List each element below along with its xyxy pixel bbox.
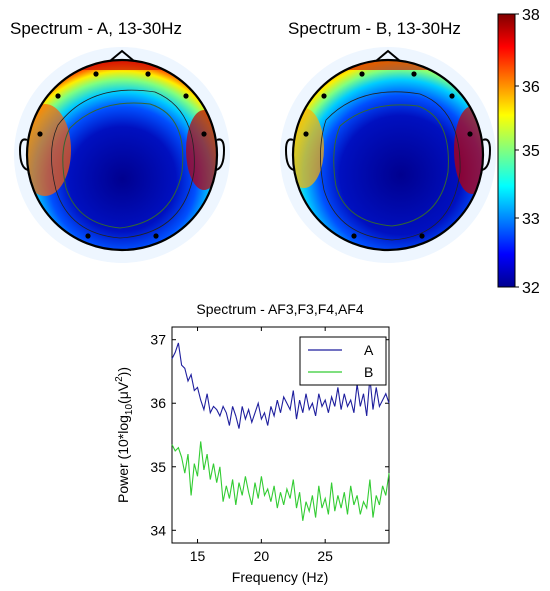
line-chart: Spectrum - AF3,F3,F4,AF4 34 35 36 37 15 20 25… [114,301,390,585]
topomap-b-head-outline [291,58,485,252]
x-tick-label: 20 [254,548,270,564]
electrode-marker [351,233,357,239]
topomap-b-left-ear [284,138,295,171]
line-chart-title: Spectrum - AF3,F3,F4,AF4 [196,301,363,317]
legend-label-a: A [364,342,374,358]
electrode-marker [37,131,43,137]
x-tick-label: 15 [190,548,206,564]
topomap-a-contour-outer [51,89,195,239]
colorbar: 38 36 35 33 32 [497,7,540,297]
electrode-marker [153,233,159,239]
topomap-a-right-ear [215,138,226,171]
y-axis: 34 35 36 37 [150,332,389,538]
colorbar-tick-label: 36 [522,79,540,96]
series-lines [171,342,390,521]
topomap-b-contour-inner [333,104,449,227]
electrode-marker [303,131,309,137]
colorbar-tick-label: 38 [522,7,540,24]
legend-label-b: B [364,364,373,380]
colorbar-tick-label: 35 [522,143,540,160]
x-tick-label: 25 [317,548,333,564]
electrode-marker [201,131,207,137]
topomap-b-right-ear [481,138,492,171]
x-axis-label: Frequency (Hz) [232,569,328,585]
electrode-marker [467,131,473,137]
topomap-a-title: Spectrum - A, 13-30Hz [10,19,182,38]
y-tick-label: 36 [150,395,166,411]
topomap-b-title: Spectrum - B, 13-30Hz [288,19,461,38]
topomap-a-head-outline [25,58,219,252]
topomap-a-left-ear [18,138,29,171]
legend: A B [299,336,387,386]
electrode-marker [321,93,327,99]
electrode-marker [93,71,99,77]
electrode-marker [419,233,425,239]
topomap-b-frontal-high [300,60,480,118]
colorbar-tick-label: 33 [522,211,540,228]
colorbar-gradient [497,13,516,288]
topomap-b-nose [375,49,401,62]
y-tick-label: 34 [150,522,166,538]
topomap-a-frontal-high [27,60,217,120]
x-axis: 15 20 25 [190,327,333,564]
topomap-a-nose [109,49,135,62]
electrode-marker [449,93,455,99]
series-line-a [171,342,390,429]
electrode-marker [55,93,61,99]
y-axis-label: Power (10*log10(μV2)) [114,367,135,503]
y-tick-label: 37 [150,332,166,348]
topomap-b-contour-outer [320,91,461,241]
colorbar-tick-label: 32 [522,280,540,297]
y-tick-label: 35 [150,459,166,475]
electrode-marker [85,233,91,239]
electrode-marker [145,71,151,77]
topomap-a: Spectrum - A, 13-30Hz [10,19,230,263]
series-line-b [171,441,390,521]
electrode-marker [359,71,365,77]
electrode-marker [183,93,189,99]
legend-box [299,336,387,386]
topomap-b: Spectrum - B, 13-30Hz [280,19,496,263]
topomap-a-contour-inner [62,102,184,229]
electrode-marker [411,71,417,77]
